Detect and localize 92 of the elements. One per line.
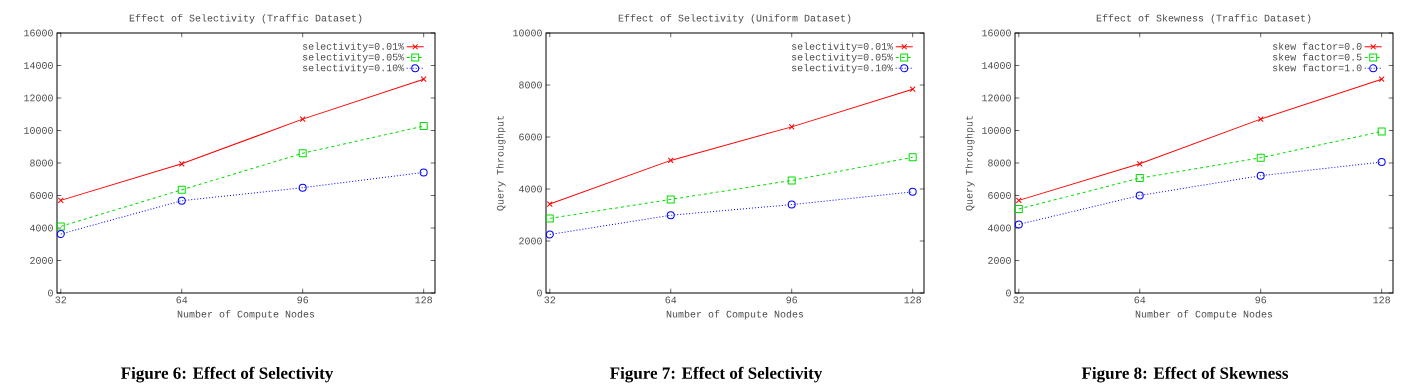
legend-label: selectivity=0.10% <box>302 63 405 74</box>
y-tick-label: 8000 <box>519 81 542 89</box>
point <box>1136 160 1143 167</box>
point <box>667 157 674 164</box>
point <box>788 123 795 130</box>
y-tick-label: 0 <box>1006 289 1011 297</box>
point <box>1378 76 1385 83</box>
point <box>545 230 554 239</box>
point <box>56 230 65 239</box>
y-tick-label: 12000 <box>982 94 1011 102</box>
x-tick-label: 128 <box>904 296 922 304</box>
point <box>298 149 307 158</box>
x-tick-label: 32 <box>1013 296 1025 304</box>
y-tick-label: 10000 <box>513 29 542 37</box>
y-axis-title: Query Throughput <box>965 116 975 211</box>
point <box>299 116 306 123</box>
point <box>1377 158 1386 167</box>
point <box>909 86 916 93</box>
point <box>298 183 307 192</box>
point <box>178 160 185 167</box>
y-tick-label: 0 <box>48 289 53 297</box>
y-tick-label: 12000 <box>24 94 53 102</box>
y-tick-label: 6000 <box>30 192 53 199</box>
point <box>1135 191 1144 200</box>
y-tick-label: 4000 <box>987 224 1011 232</box>
point <box>908 153 917 162</box>
x-tick-label: 64 <box>665 296 677 304</box>
y-axis-title: Query Throughput <box>496 116 506 211</box>
point <box>1256 171 1265 180</box>
y-tick-label: 4000 <box>29 224 53 232</box>
y-tick-label: 16000 <box>982 29 1011 37</box>
point <box>1377 127 1386 136</box>
point <box>177 196 186 205</box>
chart-title: Effect of Selectivity (Traffic Dataset) <box>129 14 362 24</box>
y-tick-label: 8000 <box>988 159 1011 167</box>
x-tick-label: 128 <box>1373 296 1391 304</box>
point <box>420 76 427 83</box>
x-tick-label: 32 <box>55 296 67 304</box>
y-tick-label: 14000 <box>24 62 53 69</box>
legend-label: selectivity=0.05% <box>302 53 405 63</box>
legend-label: selectivity=0.05% <box>791 53 894 63</box>
x-tick-label: 128 <box>415 296 433 304</box>
point <box>1257 116 1264 123</box>
point <box>546 201 553 208</box>
y-tick-label: 0 <box>537 289 542 297</box>
point <box>1015 197 1022 204</box>
point <box>908 187 917 196</box>
point <box>57 197 64 204</box>
point <box>1256 153 1265 162</box>
y-tick-label: 2000 <box>30 257 53 264</box>
legend-label: skew factor=0.0 <box>1272 42 1362 50</box>
x-tick-label: 64 <box>1134 296 1146 304</box>
x-axis-title: Number of Compute Nodes <box>666 310 804 320</box>
y-tick-label: 8000 <box>30 159 53 167</box>
x-axis-title: Number of Compute Nodes <box>1135 310 1273 320</box>
point <box>787 176 796 185</box>
point <box>787 200 796 209</box>
x-axis-title: Number of Compute Nodes <box>177 310 315 320</box>
x-tick-label: 32 <box>544 296 556 304</box>
y-tick-label: 10000 <box>982 127 1011 134</box>
legend-label: skew factor=0.5 <box>1272 53 1362 61</box>
point <box>1014 204 1023 213</box>
y-tick-label: 14000 <box>982 62 1011 69</box>
caption: Figure 7: Effect of Selectivity <box>610 366 823 383</box>
chart-title: Effect of Selectivity (Uniform Dataset) <box>618 14 851 24</box>
point <box>1014 220 1023 229</box>
point <box>1135 174 1144 183</box>
x-tick-label: 96 <box>1255 296 1267 304</box>
y-tick-label: 6000 <box>519 133 542 141</box>
legend-label: selectivity=0.01% <box>791 42 894 52</box>
point <box>177 185 186 194</box>
point <box>419 168 428 177</box>
legend-label: selectivity=0.01% <box>302 42 405 52</box>
y-tick-label: 6000 <box>988 192 1011 199</box>
caption: Figure 6: Effect of Selectivity <box>121 366 334 383</box>
x-tick-label: 64 <box>176 296 188 304</box>
point <box>666 211 675 220</box>
caption: Figure 8: Effect of Skewness <box>1081 366 1289 383</box>
y-tick-label: 16000 <box>24 29 53 37</box>
point <box>56 222 65 231</box>
point <box>545 214 554 223</box>
chart-title: Effect of Skewness (Traffic Dataset) <box>1096 14 1311 24</box>
y-tick-label: 2000 <box>988 257 1011 264</box>
point <box>419 122 428 131</box>
y-tick-label: 2000 <box>519 237 542 245</box>
x-tick-label: 96 <box>297 296 309 304</box>
legend-label: skew factor=1.0 <box>1272 63 1362 72</box>
legend-label: selectivity=0.10% <box>791 63 894 74</box>
y-tick-label: 4000 <box>518 185 542 193</box>
x-tick-label: 96 <box>786 296 798 304</box>
y-tick-label: 10000 <box>24 127 53 134</box>
point <box>666 195 675 204</box>
